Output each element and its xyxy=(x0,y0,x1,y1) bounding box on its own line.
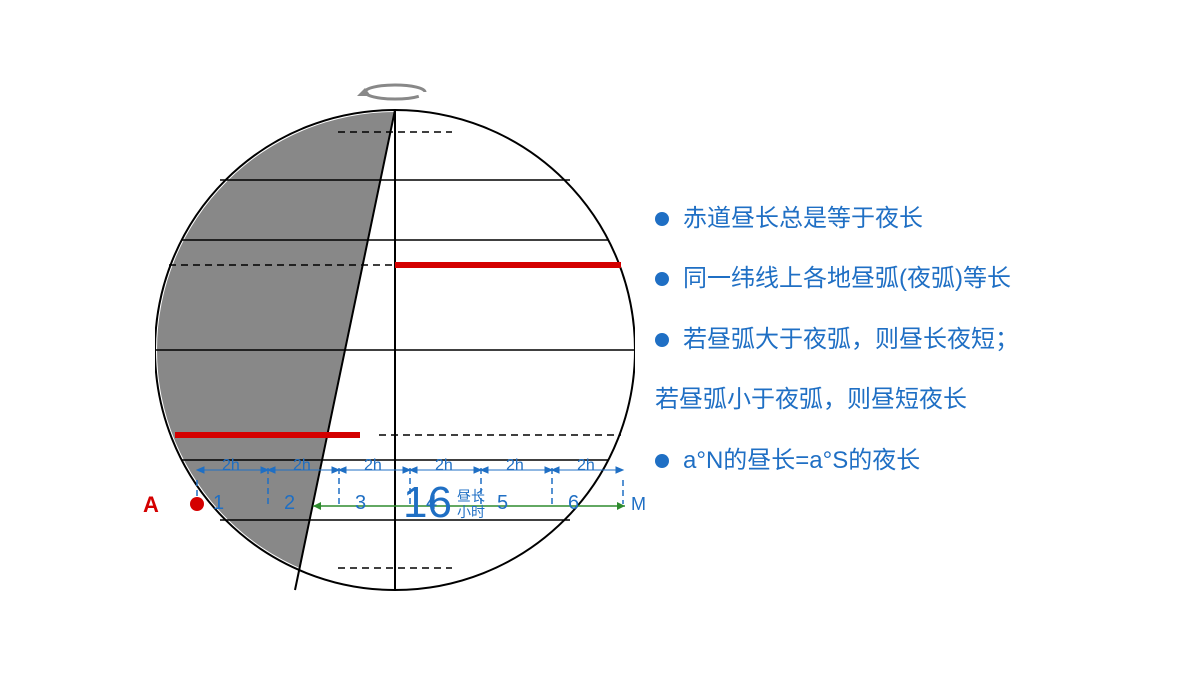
unit-top: 昼长 xyxy=(457,488,485,505)
label-M: M xyxy=(631,494,646,515)
diagram-svg xyxy=(155,70,635,650)
bullet-text-1: 赤道昼长总是等于夜长 xyxy=(683,200,1175,238)
earth-diagram: A 2h 2h 2h 2h 2h 2h 1 2 3 4 5 6 16 昼长 小时… xyxy=(155,70,635,630)
bullet-item-1: 赤道昼长总是等于夜长 xyxy=(655,200,1175,238)
unit-bottom: 小时 xyxy=(457,504,485,521)
green-arrow-left xyxy=(313,502,321,510)
bullet-continuation: 若昼弧小于夜弧，则昼短夜长 xyxy=(655,381,1175,419)
hour-number-2: 2 xyxy=(284,492,295,515)
bullet-list: 赤道昼长总是等于夜长 同一纬线上各地昼弧(夜弧)等长 若昼弧大于夜弧，则昼长夜短… xyxy=(655,200,1175,502)
bullet-dot-icon xyxy=(655,333,669,347)
interval-label-4: 2h xyxy=(435,457,453,475)
bullet-dot-icon xyxy=(655,212,669,226)
interval-label-1: 2h xyxy=(222,457,240,475)
bullet-text-2: 同一纬线上各地昼弧(夜弧)等长 xyxy=(683,260,1175,298)
hour-number-6: 6 xyxy=(568,492,579,515)
label-A: A xyxy=(143,492,159,518)
point-A-dot xyxy=(190,497,204,511)
rotation-arrow-icon xyxy=(357,85,425,99)
bullet-dot-icon xyxy=(655,454,669,468)
big-hours-number: 16 xyxy=(403,478,452,528)
interval-label-3: 2h xyxy=(364,457,382,475)
bullet-text-4: a°N的昼长=a°S的夜长 xyxy=(683,442,1175,480)
green-arrow-right xyxy=(617,502,625,510)
bullet-item-4: a°N的昼长=a°S的夜长 xyxy=(655,442,1175,480)
bullet-dot-icon xyxy=(655,272,669,286)
hour-number-1: 1 xyxy=(213,492,224,515)
bullet-item-2: 同一纬线上各地昼弧(夜弧)等长 xyxy=(655,260,1175,298)
interval-label-2: 2h xyxy=(293,457,311,475)
bullet-item-3: 若昼弧大于夜弧，则昼长夜短； xyxy=(655,321,1175,359)
interval-label-6: 2h xyxy=(577,457,595,475)
bullet-text-3: 若昼弧大于夜弧，则昼长夜短； xyxy=(683,321,1175,359)
hour-number-5: 5 xyxy=(497,492,508,515)
hour-number-3: 3 xyxy=(355,492,366,515)
interval-label-5: 2h xyxy=(506,457,524,475)
